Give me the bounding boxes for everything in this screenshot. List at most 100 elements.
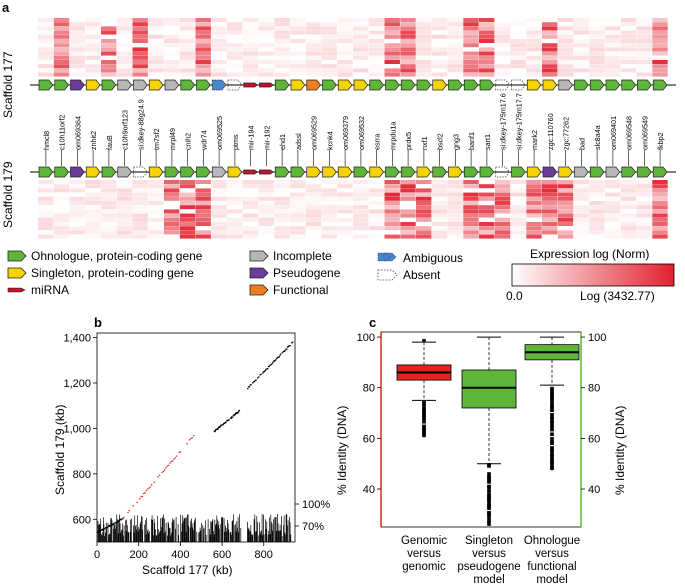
heat-cell xyxy=(132,180,148,184)
heat-cell xyxy=(69,68,85,73)
heat-cell xyxy=(195,39,211,43)
heat-cell xyxy=(85,217,101,222)
heat-cell xyxy=(69,213,85,218)
heat-cell xyxy=(290,68,306,73)
heat-cell xyxy=(557,217,574,222)
heat-cell xyxy=(195,234,211,239)
heat-cell xyxy=(636,184,652,189)
b-dot xyxy=(167,464,170,466)
gene-label: ehd1 xyxy=(278,134,287,150)
heat-cell xyxy=(274,47,290,52)
heat-cell xyxy=(557,51,574,56)
heat-cell xyxy=(494,64,511,69)
heat-cell xyxy=(85,230,101,235)
mirna-icon xyxy=(7,287,26,293)
heat-cell xyxy=(195,209,211,214)
b-dot xyxy=(257,377,259,379)
heat-cell xyxy=(101,234,117,239)
heat-cell xyxy=(38,196,54,201)
heat-cell xyxy=(652,72,668,77)
heat-cell xyxy=(148,213,164,218)
b-dot xyxy=(146,488,149,490)
heat-cell xyxy=(652,47,668,52)
heat-cell xyxy=(258,217,274,222)
heat-cell xyxy=(573,188,589,193)
b-dot xyxy=(171,460,174,462)
heat-cell xyxy=(384,188,400,193)
c-outlier xyxy=(487,520,491,523)
heat-cell xyxy=(290,26,306,31)
heat-cell xyxy=(605,226,621,231)
heat-cell xyxy=(53,226,70,231)
heat-cell xyxy=(494,201,511,205)
heat-cell xyxy=(494,26,511,31)
heat-cell xyxy=(242,30,259,35)
heat-cell xyxy=(38,60,54,64)
heat-cell xyxy=(636,226,652,231)
heat-cell xyxy=(274,201,290,205)
heat-cell xyxy=(494,30,511,35)
heat-cell xyxy=(620,217,637,222)
heat-cell xyxy=(526,22,542,27)
b-dot xyxy=(225,421,227,423)
heat-cell xyxy=(620,205,637,210)
heat-cell xyxy=(211,39,227,43)
heat-cell xyxy=(636,201,652,205)
heat-cell xyxy=(479,72,495,77)
c-outlier xyxy=(550,452,554,456)
heat-cell xyxy=(510,217,526,222)
heat-cell xyxy=(195,51,211,56)
heat-cell xyxy=(400,72,416,77)
heat-cell xyxy=(38,22,54,27)
heat-cell xyxy=(211,222,227,226)
gene-label: c10h11orf2 xyxy=(58,115,67,150)
heat-cell xyxy=(132,34,148,39)
heat-cell xyxy=(573,47,589,52)
heat-cell xyxy=(132,47,148,52)
b-dot xyxy=(291,341,294,343)
heat-cell xyxy=(652,39,668,43)
c-outlier xyxy=(487,492,491,496)
heat-cell xyxy=(53,217,70,222)
heat-cell xyxy=(557,184,574,189)
heat-cell xyxy=(384,34,400,39)
heat-cell xyxy=(321,213,337,218)
heat-cell xyxy=(416,72,432,77)
heat-cell xyxy=(321,22,337,27)
heat-cell xyxy=(573,209,589,214)
heat-cell xyxy=(652,26,668,31)
heat-cell xyxy=(557,201,574,205)
heat-cell xyxy=(148,196,164,201)
gene-arrow xyxy=(526,79,542,91)
heat-cell xyxy=(305,180,322,184)
heat-cell xyxy=(605,26,621,31)
gene-arrow xyxy=(574,79,589,91)
heat-cell xyxy=(148,22,164,27)
heat-cell xyxy=(416,18,432,22)
heat-cell xyxy=(274,39,290,43)
heat-cell xyxy=(463,226,479,231)
heat-cell xyxy=(479,64,495,69)
heat-cell xyxy=(69,217,85,222)
heat-cell xyxy=(447,55,463,60)
b-dot xyxy=(237,412,239,414)
heat-cell xyxy=(431,51,448,56)
heat-cell xyxy=(116,55,133,60)
gene-arrow xyxy=(259,82,274,88)
cat3-line1: Ohnologue xyxy=(524,535,580,547)
heat-cell xyxy=(38,192,54,197)
heat-cell xyxy=(305,201,322,205)
heat-cell xyxy=(53,192,70,197)
heat-cell xyxy=(431,26,448,31)
heat-cell xyxy=(353,68,369,73)
ambiguous-icon xyxy=(377,252,397,262)
heat-cell xyxy=(337,180,353,184)
heat-cell xyxy=(242,180,259,184)
heat-cell xyxy=(195,55,211,60)
c-outlier xyxy=(487,510,491,514)
heat-cell xyxy=(479,34,495,39)
heat-cell xyxy=(353,64,369,69)
heat-cell xyxy=(557,209,574,214)
b-ytick-label: 800 xyxy=(73,469,91,481)
heat-cell xyxy=(38,68,54,73)
